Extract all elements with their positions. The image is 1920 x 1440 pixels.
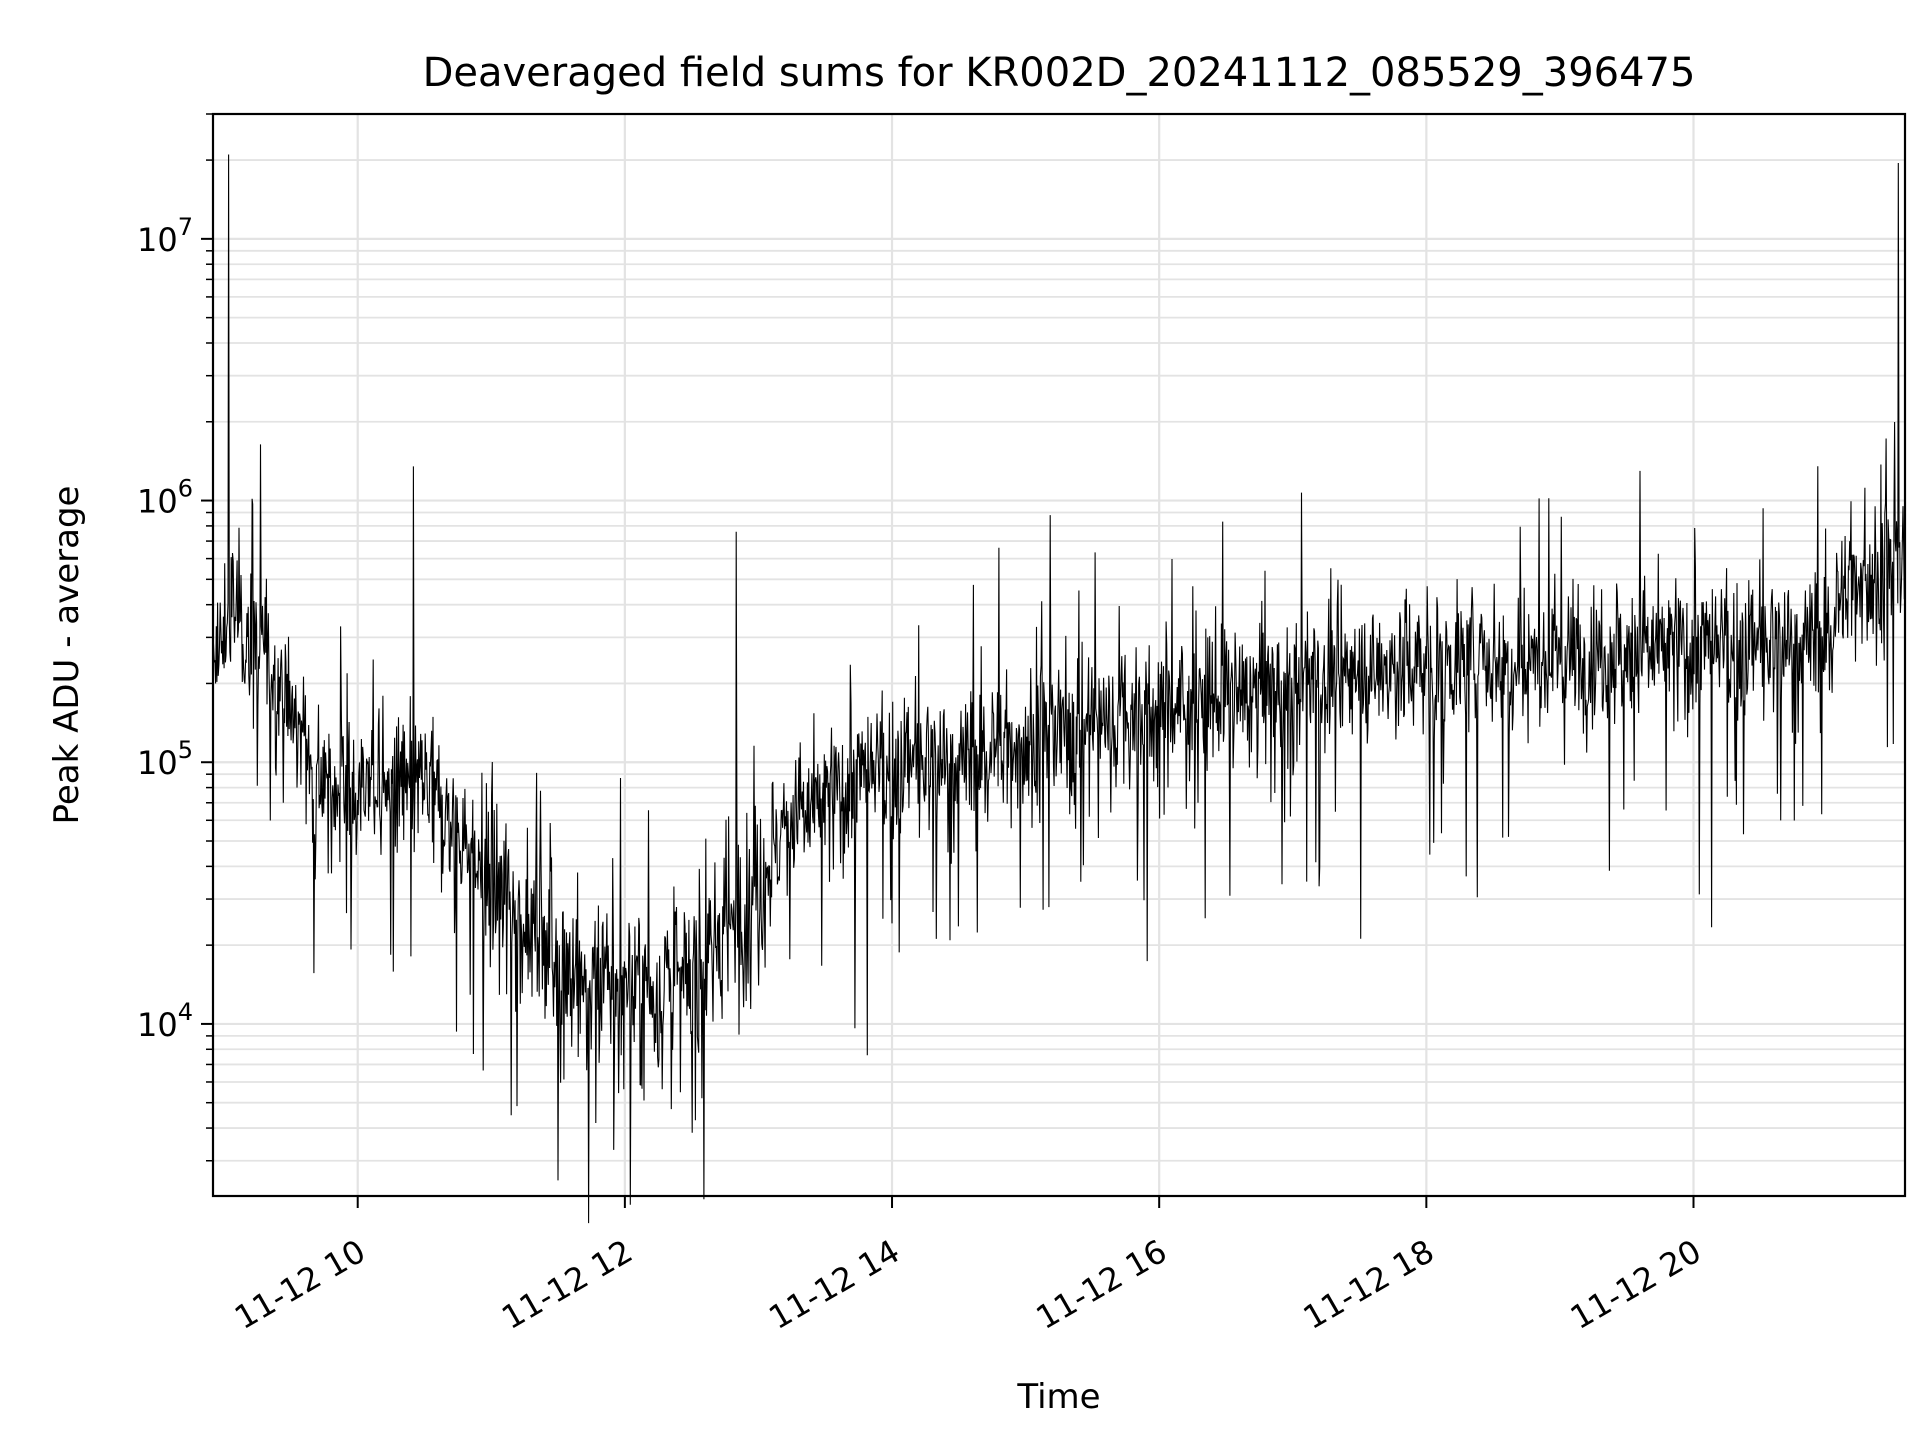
plot-frame xyxy=(211,112,1907,1198)
chart-title: Deaveraged field sums for KR002D_2024111… xyxy=(423,50,1696,96)
y-axis-label: Peak ADU - average xyxy=(47,486,87,825)
x-tick-label: 11-12 10 xyxy=(228,1232,372,1337)
x-tick-label: 11-12 20 xyxy=(1564,1232,1708,1337)
y-tick-label: 104 xyxy=(137,998,193,1044)
series-line-group xyxy=(212,154,1906,1224)
y-tick-label: 106 xyxy=(137,475,193,521)
x-tick-label: 11-12 18 xyxy=(1297,1232,1441,1337)
x-axis-label: Time xyxy=(1016,1377,1100,1417)
y-tick-label: 107 xyxy=(137,213,193,259)
series-line xyxy=(212,154,1906,1224)
x-tick-label: 11-12 16 xyxy=(1030,1232,1174,1337)
x-tick-label: 11-12 12 xyxy=(495,1232,639,1337)
x-tick-label: 11-12 14 xyxy=(762,1232,906,1337)
y-tick-label: 105 xyxy=(137,736,193,782)
